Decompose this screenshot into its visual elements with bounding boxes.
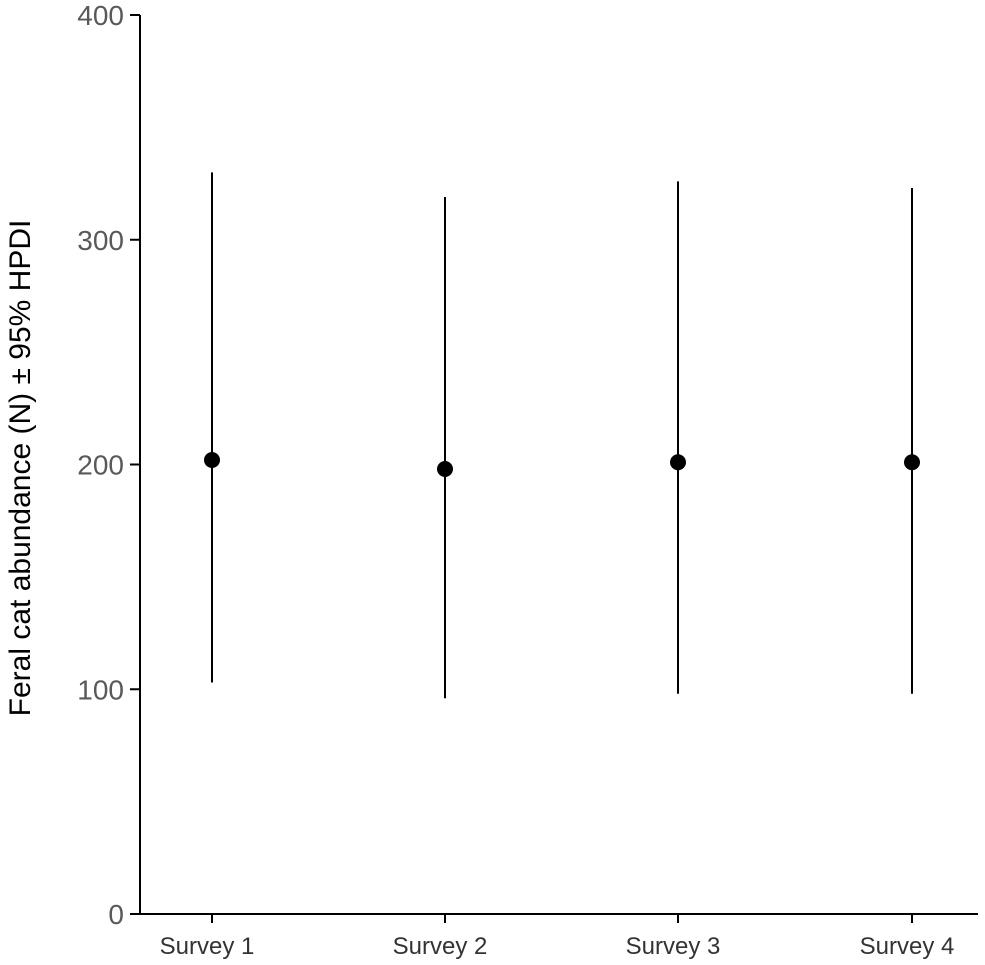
series-survey-estimates [204,172,920,699]
y-tick-label: 100 [77,674,124,705]
y-tick-label: 0 [108,899,124,930]
data-point [437,460,453,477]
y-tick-label: 400 [77,0,124,31]
y-axis: 0 100 200 300 400 [77,0,141,930]
data-point [204,452,220,469]
x-tick-label: Survey 1 [160,933,255,960]
y-tick-label: 300 [77,225,124,256]
x-tick-label: Survey 2 [393,933,488,960]
y-tick-label: 200 [77,450,124,481]
x-tick-label: Survey 3 [626,933,721,960]
x-axis: Survey 1 Survey 2 Survey 3 Survey 4 [140,913,978,960]
y-axis-title: Feral cat abundance (N) ± 95% HPDI [4,220,37,717]
x-tick-label: Survey 4 [860,933,955,960]
data-point [670,454,686,471]
data-point [904,454,920,471]
